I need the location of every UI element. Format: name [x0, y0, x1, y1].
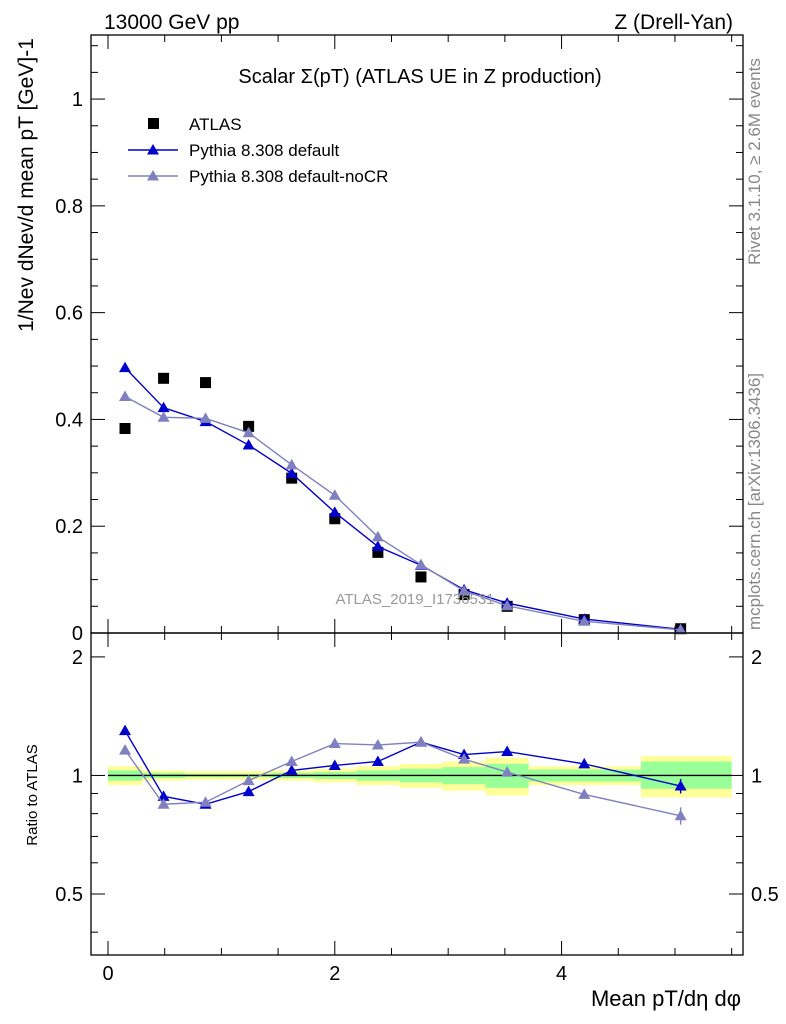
ratio-series-1-point	[578, 788, 591, 799]
series-1-point	[371, 540, 384, 552]
series-2-point	[578, 615, 591, 626]
ratio-series-1-point	[199, 796, 212, 807]
series-2-point	[501, 599, 514, 611]
ratio-series-0-point	[119, 724, 132, 736]
series-line-2	[124, 395, 681, 631]
atlas-data-point	[286, 472, 298, 484]
main-y-tick-label: 1	[72, 89, 83, 111]
atlas-data-point	[119, 423, 131, 435]
ratio-y-axis-label: Ratio to ATLAS	[24, 744, 41, 845]
ratio-series-0-point	[157, 790, 170, 801]
legend-marker	[147, 144, 159, 155]
ratio-series-1-point	[414, 736, 427, 747]
ratio-series-0-point	[674, 780, 687, 791]
main-y-tick-label: 0.2	[55, 516, 83, 538]
main-y-tick-label: 0.4	[55, 409, 83, 431]
series-1-point	[285, 467, 298, 478]
x-tick-label: 4	[556, 963, 567, 985]
series-line-1	[124, 367, 681, 630]
ratio-y-tick-label: 0.5	[55, 884, 83, 906]
x-axis-label: Mean pT/dη dφ	[591, 986, 741, 1011]
watermark: ATLAS_2019_I1736531	[335, 591, 494, 608]
mcplots-label: mcplots.cern.ch [arXiv:1306.3436]	[745, 373, 764, 630]
main-y-tick-label: 0.6	[55, 303, 83, 325]
series-2-point	[157, 411, 170, 422]
main-y-tick-label: 0.8	[55, 196, 83, 218]
series-2-point	[674, 623, 687, 635]
series-2-point	[285, 458, 298, 470]
ratio-series-0-point	[578, 757, 591, 769]
ratio-y-tick-label: 1	[72, 765, 83, 787]
process-label: Z (Drell-Yan)	[614, 11, 733, 34]
legend-label: ATLAS	[189, 115, 242, 134]
series-1-point	[119, 361, 132, 373]
ratio-series-1-point	[157, 798, 170, 809]
series-2-point	[458, 584, 471, 596]
ratio-series-0-point	[371, 755, 384, 766]
ratio-series-1-point	[328, 737, 341, 749]
legend-marker	[147, 170, 159, 181]
ratio-y-tick-label-right: 2	[751, 647, 762, 669]
main-plot-title: Scalar Σ(pT) (ATLAS UE in Z production)	[238, 66, 601, 88]
ratio-series-1-point	[501, 766, 514, 777]
atlas-data-point	[415, 571, 427, 583]
ratio-y-tick-label-right: 0.5	[751, 884, 779, 906]
series-2-point	[328, 489, 341, 500]
ratio-series-0-point	[501, 745, 514, 757]
atlas-data-point	[329, 513, 341, 525]
ratio-series-line-1	[124, 741, 681, 817]
series-2-point	[199, 412, 212, 423]
ratio-panel: 0.5 0.5 1 1 2 2 0 2 4 Ratio to ATLAS Mean pT/dη …	[24, 632, 779, 1011]
series-1-point	[157, 401, 170, 413]
series-2-point	[414, 558, 427, 570]
x-tick-label: 0	[102, 963, 113, 985]
ratio-series-1-point	[242, 774, 255, 786]
legend-label: Pythia 8.308 default-noCR	[189, 167, 388, 186]
series-2-point	[242, 426, 255, 438]
ratio-series-1-point	[674, 809, 687, 821]
main-y-axis-label: 1/Nev dNev/d mean pT [GeV]-1	[15, 38, 38, 332]
ratio-series-1-point	[285, 755, 298, 766]
legend-label: Pythia 8.308 default	[189, 141, 340, 160]
x-tick-label: 2	[329, 963, 340, 985]
series-1-point	[242, 439, 255, 450]
legend-marker-atlas	[148, 118, 159, 129]
ratio-y-tick-label-right: 1	[751, 765, 762, 787]
ratio-series-1-point	[371, 738, 384, 750]
main-panel: 0 0.2 0.4 0.6 0.8 1 Scalar Σ(pT) (ATLAS UE in…	[15, 34, 744, 645]
ratio-series-1-point	[458, 753, 471, 764]
series-2-point	[119, 390, 132, 401]
atlas-data-point	[158, 372, 170, 384]
ratio-series-1-point	[119, 744, 132, 755]
atlas-data-point	[372, 546, 384, 558]
ratio-y-tick-label: 2	[72, 647, 83, 669]
legend: ATLAS Pythia 8.308 default Pythia 8.308 de…	[128, 115, 388, 186]
ratio-series-0-point	[242, 785, 255, 797]
ratio-series-0-point	[328, 759, 341, 770]
series-1-point	[328, 506, 341, 517]
energy-label: 13000 GeV pp	[104, 11, 239, 34]
atlas-data-point	[200, 377, 212, 389]
rivet-version-label: Rivet 3.1.10, ≥ 2.6M events	[745, 58, 764, 265]
ratio-series-0-point	[285, 764, 298, 775]
main-y-tick-label: 0	[72, 623, 83, 645]
ratio-plot-frame	[90, 632, 744, 956]
atlas-data-point	[243, 420, 255, 432]
series-2-point	[371, 530, 384, 542]
